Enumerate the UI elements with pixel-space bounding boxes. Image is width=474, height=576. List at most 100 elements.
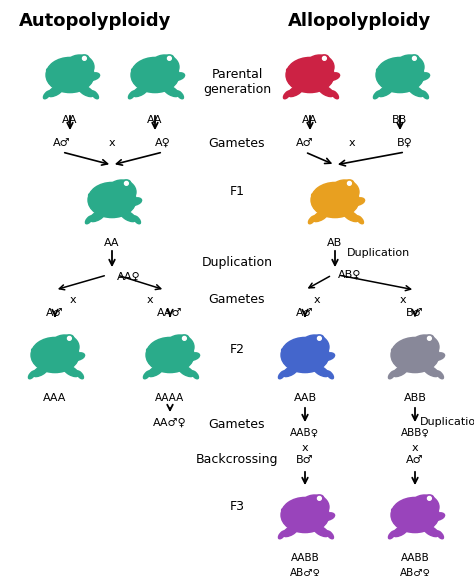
Ellipse shape [315,495,324,502]
Ellipse shape [148,365,164,377]
Ellipse shape [125,181,128,185]
Text: Duplication: Duplication [201,256,273,269]
Ellipse shape [388,531,395,539]
Ellipse shape [146,348,158,355]
Text: A♂: A♂ [296,138,314,148]
Ellipse shape [85,216,92,224]
Text: AAB: AAB [293,393,317,403]
Ellipse shape [318,85,334,97]
Ellipse shape [88,183,136,218]
Ellipse shape [80,55,89,62]
Text: AA: AA [104,238,120,248]
Ellipse shape [278,371,285,379]
Ellipse shape [425,495,434,502]
Ellipse shape [313,525,329,537]
Ellipse shape [283,365,299,377]
Ellipse shape [32,348,43,355]
Text: x: x [70,295,76,305]
Text: AABB: AABB [291,553,319,563]
Ellipse shape [46,68,58,75]
Ellipse shape [90,210,106,222]
Text: AAAA: AAAA [155,393,185,403]
Ellipse shape [176,91,183,99]
Ellipse shape [428,497,431,501]
Ellipse shape [67,336,71,340]
Ellipse shape [320,55,329,62]
Ellipse shape [352,198,365,206]
Ellipse shape [131,58,179,93]
Ellipse shape [347,181,351,185]
Ellipse shape [318,336,321,340]
Ellipse shape [182,336,186,340]
Text: ABB: ABB [403,393,427,403]
Ellipse shape [327,73,339,81]
Ellipse shape [345,180,354,187]
Text: Parental
generation: Parental generation [203,68,271,96]
Ellipse shape [393,365,409,377]
Text: Autopolyploidy: Autopolyploidy [19,12,171,30]
Text: x: x [109,138,115,148]
Text: AA♂: AA♂ [157,308,183,318]
Text: Duplication: Duplication [420,417,474,427]
Ellipse shape [423,525,439,537]
Text: A♂: A♂ [46,308,64,318]
Text: Duplication: Duplication [347,248,410,258]
Ellipse shape [48,85,64,97]
Ellipse shape [343,210,359,222]
Ellipse shape [31,338,79,373]
Ellipse shape [431,513,445,521]
Ellipse shape [281,498,329,533]
Text: F2: F2 [229,343,245,356]
Ellipse shape [282,508,293,516]
Ellipse shape [133,216,140,224]
Ellipse shape [374,91,381,99]
Ellipse shape [180,335,189,342]
Text: AA♀: AA♀ [117,272,141,282]
Ellipse shape [376,68,388,75]
Ellipse shape [150,55,179,79]
Ellipse shape [278,531,285,539]
Text: x: x [349,138,356,148]
Ellipse shape [46,58,94,93]
Ellipse shape [311,183,359,218]
Ellipse shape [281,338,329,373]
Ellipse shape [167,56,171,60]
Ellipse shape [376,58,424,93]
Text: AB♂♀: AB♂♀ [290,568,320,576]
Ellipse shape [300,495,329,519]
Ellipse shape [311,193,323,200]
Text: AA♂♀: AA♂♀ [153,418,187,428]
Ellipse shape [425,335,434,342]
Text: F1: F1 [229,185,245,198]
Ellipse shape [65,55,94,79]
Ellipse shape [391,338,439,373]
Text: x: x [314,295,320,305]
Ellipse shape [91,91,99,99]
Ellipse shape [50,335,79,359]
Text: B♀: B♀ [397,138,413,148]
Ellipse shape [172,73,184,81]
Ellipse shape [410,495,439,519]
Ellipse shape [287,68,298,75]
Ellipse shape [410,335,439,359]
Ellipse shape [423,365,439,377]
Text: ABB♀: ABB♀ [401,428,429,438]
Ellipse shape [428,336,431,340]
Ellipse shape [132,68,143,75]
Text: x: x [412,443,419,453]
Text: AAB♀: AAB♀ [291,428,319,438]
Ellipse shape [283,525,299,537]
Ellipse shape [186,353,200,361]
Ellipse shape [65,335,74,342]
Ellipse shape [282,348,293,355]
Ellipse shape [318,497,321,501]
Ellipse shape [122,180,131,187]
Text: B♂: B♂ [406,308,424,318]
Ellipse shape [391,498,439,533]
Text: Gametes: Gametes [209,137,265,150]
Ellipse shape [76,371,83,379]
Text: x: x [301,443,308,453]
Ellipse shape [322,56,326,60]
Text: A♂: A♂ [406,455,424,465]
Ellipse shape [133,85,148,97]
